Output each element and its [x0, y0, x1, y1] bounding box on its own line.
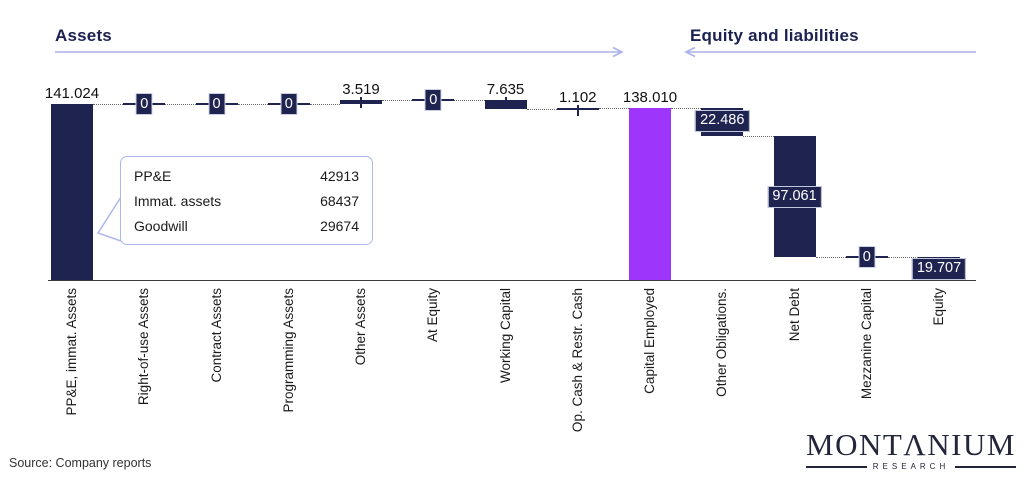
bar-whisker-working-capital [504, 96, 507, 108]
waterfall-connector [526, 109, 557, 111]
category-label-net-debt: Net Debt [786, 288, 802, 342]
callout-row: Goodwill 29674 [134, 214, 359, 238]
zero-value-label-at-equity: 0 [424, 88, 442, 111]
callout-row-label: PP&E [134, 168, 172, 184]
logo-subtitle: RESEARCH [872, 462, 950, 471]
category-label-right-of-use-assets: Right-of-use Assets [136, 288, 152, 406]
waterfall-connector [671, 107, 702, 109]
montanium-logo: MONTΛNIUM RESEARCH [806, 427, 1017, 471]
bar-value-label-op-cash-restr-cash: 1.102 [558, 88, 597, 106]
equity-section-title: Equity and liabilities [690, 26, 859, 45]
bar-value-label-other-assets: 3.519 [342, 80, 380, 98]
waterfall-connector [598, 107, 629, 109]
bar-capital-employed [629, 107, 671, 280]
bar-value-label-net-debt: 97.061 [767, 185, 822, 208]
zero-value-label-right-of-use-assets: 0 [135, 93, 153, 115]
waterfall-connector [93, 104, 124, 105]
zero-value-label-programming-assets: 0 [280, 93, 298, 115]
bar-value-label-capital-employed: 138.010 [622, 88, 678, 106]
x-axis-line [48, 280, 976, 281]
bar-whisker-other-assets [360, 96, 362, 108]
category-label-other-assets: Other Assets [353, 288, 368, 366]
callout-row: Immat. assets 68437 [134, 189, 359, 213]
bar-value-label-other-obligations: 22.486 [695, 110, 750, 132]
waterfall-connector [887, 256, 918, 258]
zero-value-label-contract-assets: 0 [208, 93, 225, 115]
callout-row-value: 29674 [320, 218, 359, 234]
category-label-working-capital: Working Capital [497, 288, 513, 384]
source-note: Source: Company reports [9, 456, 152, 470]
waterfall-connector [743, 135, 774, 137]
logo-rule-left [806, 465, 867, 468]
bar-value-label-equity: 19.707 [911, 257, 967, 280]
waterfall-connector [237, 104, 268, 105]
category-label-pp-e-immat-assets: PP&E, immat. Assets [64, 288, 79, 416]
waterfall-connector [815, 256, 846, 258]
callout-row-value: 42913 [320, 168, 359, 184]
logo-rule-right [955, 465, 1017, 468]
zero-value-label-mezzanine-capital: 0 [858, 245, 876, 268]
bar-value-label-pp-e-immat-assets: 141.024 [44, 85, 100, 102]
category-label-mezzanine-capital: Mezzanine Capital [858, 288, 874, 400]
bar-pp-e-immat-assets [51, 104, 93, 280]
waterfall-connector [309, 104, 340, 105]
category-label-at-equity: At Equity [425, 288, 441, 343]
category-label-equity: Equity [931, 288, 946, 326]
callout-row-label: Immat. assets [134, 193, 222, 209]
waterfall-connector [382, 99, 413, 101]
callout-row: PP&E 42913 [134, 164, 359, 188]
callout-pointer [96, 196, 122, 242]
equity-left-arrow [684, 46, 976, 58]
assets-section-title: Assets [55, 26, 112, 45]
assets-right-arrow [55, 46, 624, 58]
bar-value-label-working-capital: 7.635 [486, 80, 525, 98]
category-label-op-cash-restr-cash: Op. Cash & Restr. Cash [569, 288, 585, 433]
category-label-contract-assets: Contract Assets [208, 288, 224, 383]
callout-row-value: 68437 [320, 193, 359, 209]
category-label-capital-employed: Capital Employed [642, 288, 657, 394]
waterfall-connector [165, 104, 196, 105]
callout-row-label: Goodwill [134, 218, 188, 234]
callout-tooltip: PP&E 42913 Immat. assets 68437 Goodwill … [120, 156, 373, 245]
waterfall-connector [454, 99, 485, 101]
logo-wordmark: MONTΛNIUM [806, 427, 1016, 462]
category-label-programming-assets: Programming Assets [280, 288, 296, 413]
category-label-other-obligations: Other Obligations. [714, 288, 730, 397]
bar-whisker-op-cash-restr-cash [576, 104, 579, 116]
